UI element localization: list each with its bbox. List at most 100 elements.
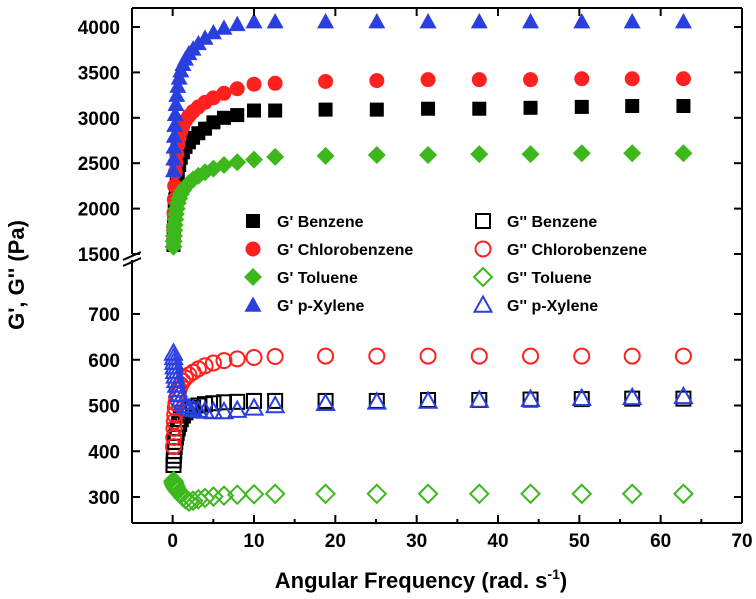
data-point [165,419,183,437]
y-tick-label: 2500 [78,154,120,175]
y-tick-label: 300 [88,488,120,509]
x-tick-label: 70 [731,531,752,552]
data-point [178,491,200,512]
legend-marker [474,240,492,258]
data-point [573,391,590,408]
x-tick-label: 10 [243,531,264,552]
data-point [625,98,640,113]
data-point [520,483,541,505]
data-point [622,386,643,406]
data-point [673,385,694,405]
legend: G' Benzene G' Chlorobenzene G' Toluene G' p… [244,213,647,315]
data-point [366,483,388,505]
data-point [366,391,388,410]
data-point [522,347,540,365]
data-point [167,95,185,111]
data-point [623,13,641,29]
data-point [206,115,221,130]
data-point [178,397,200,416]
data-point [571,483,593,505]
legend-label: G'' p-Xylene [507,298,598,315]
data-point [521,145,540,164]
data-point [266,13,284,29]
data-point [624,71,640,87]
data-point [623,144,642,163]
data-point [468,483,490,505]
data-point [419,347,437,365]
legend-marker [475,213,491,229]
data-point [226,484,248,506]
data-point [165,365,186,384]
y-tick-label: 3000 [78,109,120,130]
upper-panel-marks [164,13,693,256]
legend-label: G' Toluene [277,270,358,287]
data-point [164,360,185,379]
data-point [166,116,184,132]
data-point [245,150,263,169]
data-point [316,146,335,165]
data-point [676,98,691,113]
data-point [228,153,247,172]
data-point [417,483,439,505]
legend-marker [244,268,262,286]
data-point [266,147,285,166]
legend-label: G'' Chlorobenzene [507,242,647,259]
data-point [267,392,284,409]
data-point [419,146,438,165]
data-point [196,29,214,45]
data-point [369,102,384,117]
data-point [266,348,284,366]
axis-break-mark [122,257,142,267]
data-point [196,357,214,375]
data-point [243,397,265,416]
x-tick-label: 50 [569,531,590,552]
data-point [420,72,436,88]
data-point [318,73,334,89]
legend-label: G'' Toluene [507,270,592,287]
data-point [194,487,216,509]
data-point [245,13,263,29]
data-point [264,483,286,505]
lower-panel-marks [163,342,694,512]
data-point [247,103,261,118]
data-point [472,101,487,116]
y-axis-title: G', G'' (Pa) [4,220,29,330]
data-point [417,390,439,409]
data-point [268,103,283,118]
legend-marker [246,214,260,228]
data-point [204,23,222,40]
legend-marker [472,294,494,313]
data-point [674,144,693,163]
data-point [523,72,539,88]
data-point [623,347,641,365]
data-point [165,127,183,143]
data-point [267,75,283,91]
x-tick-label: 30 [406,531,427,552]
data-point [522,13,540,29]
data-point [264,394,286,414]
data-point [523,100,538,115]
data-point [165,150,183,166]
data-point [315,483,336,505]
data-point [574,71,590,87]
data-point [673,483,694,505]
data-point [214,156,233,175]
data-point [215,352,233,370]
data-point [624,390,641,407]
y-tick-label: 1500 [78,245,120,266]
y-tick-label: 3500 [78,63,120,84]
legend-marker [244,296,262,312]
data-point [165,413,183,431]
y-tick-label: 4000 [78,18,120,39]
data-point [674,347,692,365]
data-point [164,161,182,178]
data-point [674,13,692,29]
data-point [572,144,591,163]
x-axis-title-main: Angular Frequency (rad. s [275,568,548,593]
legend-label: G' Chlorobenzene [277,242,413,259]
data-point [215,19,233,35]
data-point [168,86,186,102]
data-point [520,388,541,407]
legend-marker [245,241,261,257]
